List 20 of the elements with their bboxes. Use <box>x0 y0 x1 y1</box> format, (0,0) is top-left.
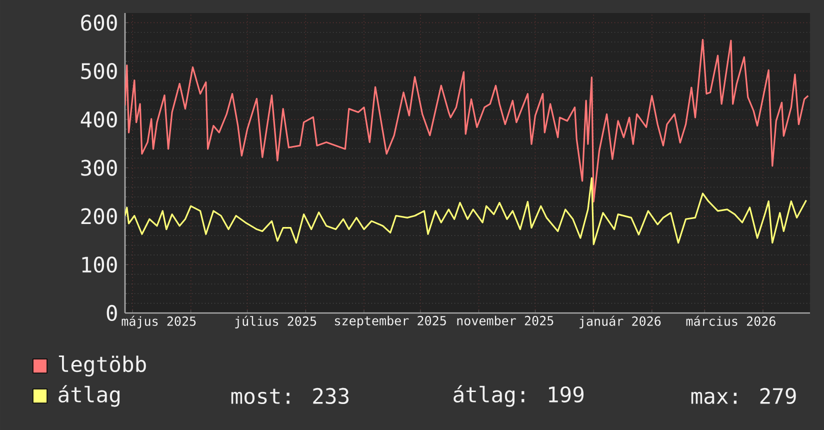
x-tick-label: május 2025 <box>122 316 196 328</box>
legend-label: legtöbb <box>58 356 146 376</box>
x-tick-label: november 2025 <box>457 316 554 326</box>
line-series <box>125 177 808 246</box>
legend-label: átlag <box>58 385 120 407</box>
y-tick-label: 200 <box>81 208 117 224</box>
y-tick-label: 300 <box>81 160 117 176</box>
line-series <box>125 38 809 203</box>
text: max: 279 <box>691 388 796 404</box>
text: átlag: 199 <box>454 385 584 407</box>
y-tick-label: 400 <box>80 111 117 128</box>
x-tick-label: július 2025 <box>235 316 316 328</box>
text: most: 233 <box>231 388 349 404</box>
x-tick-label: január 2026 <box>580 316 661 328</box>
x-tick-label: szeptember 2025 <box>335 316 446 328</box>
x-tick-label: március 2026 <box>686 316 776 326</box>
y-tick-label: 600 <box>81 14 117 31</box>
y-tick-label: 100 <box>82 256 117 273</box>
y-tick-label: 500 <box>81 63 117 80</box>
y-tick-label: 0 <box>106 304 117 322</box>
